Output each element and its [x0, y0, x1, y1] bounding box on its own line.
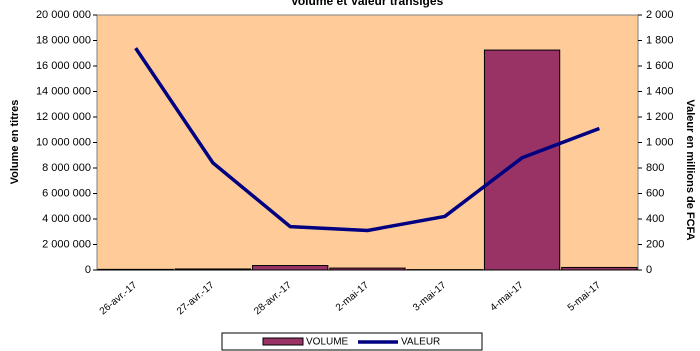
x-tick-label: 27-avr.-17	[175, 280, 217, 318]
y-tick-label: 18 000 000	[36, 34, 91, 46]
x-tick-label: 28-avr.-17	[252, 280, 294, 318]
line	[134, 47, 600, 233]
x-tick-label: 5-mai-17	[566, 280, 604, 314]
bar	[252, 265, 329, 271]
y-tick-label: 2 000 000	[42, 238, 91, 250]
y-tick-label: 20 000 000	[36, 9, 91, 21]
y2-tick-label: 400	[646, 213, 664, 225]
y2-tick-label: 1 000	[646, 136, 674, 148]
y2-tick-label: 200	[646, 238, 664, 250]
x-tick-label: 2-mai-17	[334, 280, 372, 314]
y-axis-label: Volume en titres	[9, 100, 21, 185]
y2-tick-label: 1 600	[646, 60, 674, 72]
y2-tick-label: 1 400	[646, 85, 674, 97]
x-tick-label: 3-mai-17	[411, 280, 449, 314]
x-tick-label: 4-mai-17	[488, 280, 526, 314]
legend-box	[221, 332, 483, 351]
legend-label: VOLUME	[306, 337, 349, 348]
y2-tick-label: 1 800	[646, 34, 674, 46]
y-tick-label: 0	[85, 264, 91, 276]
y-tick-label: 10 000 000	[36, 136, 91, 148]
y2-tick-label: 800	[646, 162, 664, 174]
x-tick-label: 26-avr.-17	[98, 280, 140, 318]
y-tick-label: 4 000 000	[42, 213, 91, 225]
bar	[483, 49, 561, 271]
y-tick-label: 14 000 000	[36, 85, 91, 97]
y2-axis-label: Valeur en millions de FCFA	[684, 99, 696, 240]
legend-swatch	[262, 337, 304, 346]
y2-tick-label: 0	[646, 264, 652, 276]
chart-title: Volume et Valeur transigés	[291, 0, 444, 8]
y-tick-label: 6 000 000	[42, 187, 91, 199]
y2-tick-label: 2 000	[646, 9, 674, 21]
legend-label: VALEUR	[401, 337, 440, 348]
y2-tick-label: 600	[646, 187, 664, 199]
y-tick-label: 16 000 000	[36, 60, 91, 72]
y2-tick-label: 1 200	[646, 111, 674, 123]
y-tick-label: 8 000 000	[42, 162, 91, 174]
y-tick-label: 12 000 000	[36, 111, 91, 123]
